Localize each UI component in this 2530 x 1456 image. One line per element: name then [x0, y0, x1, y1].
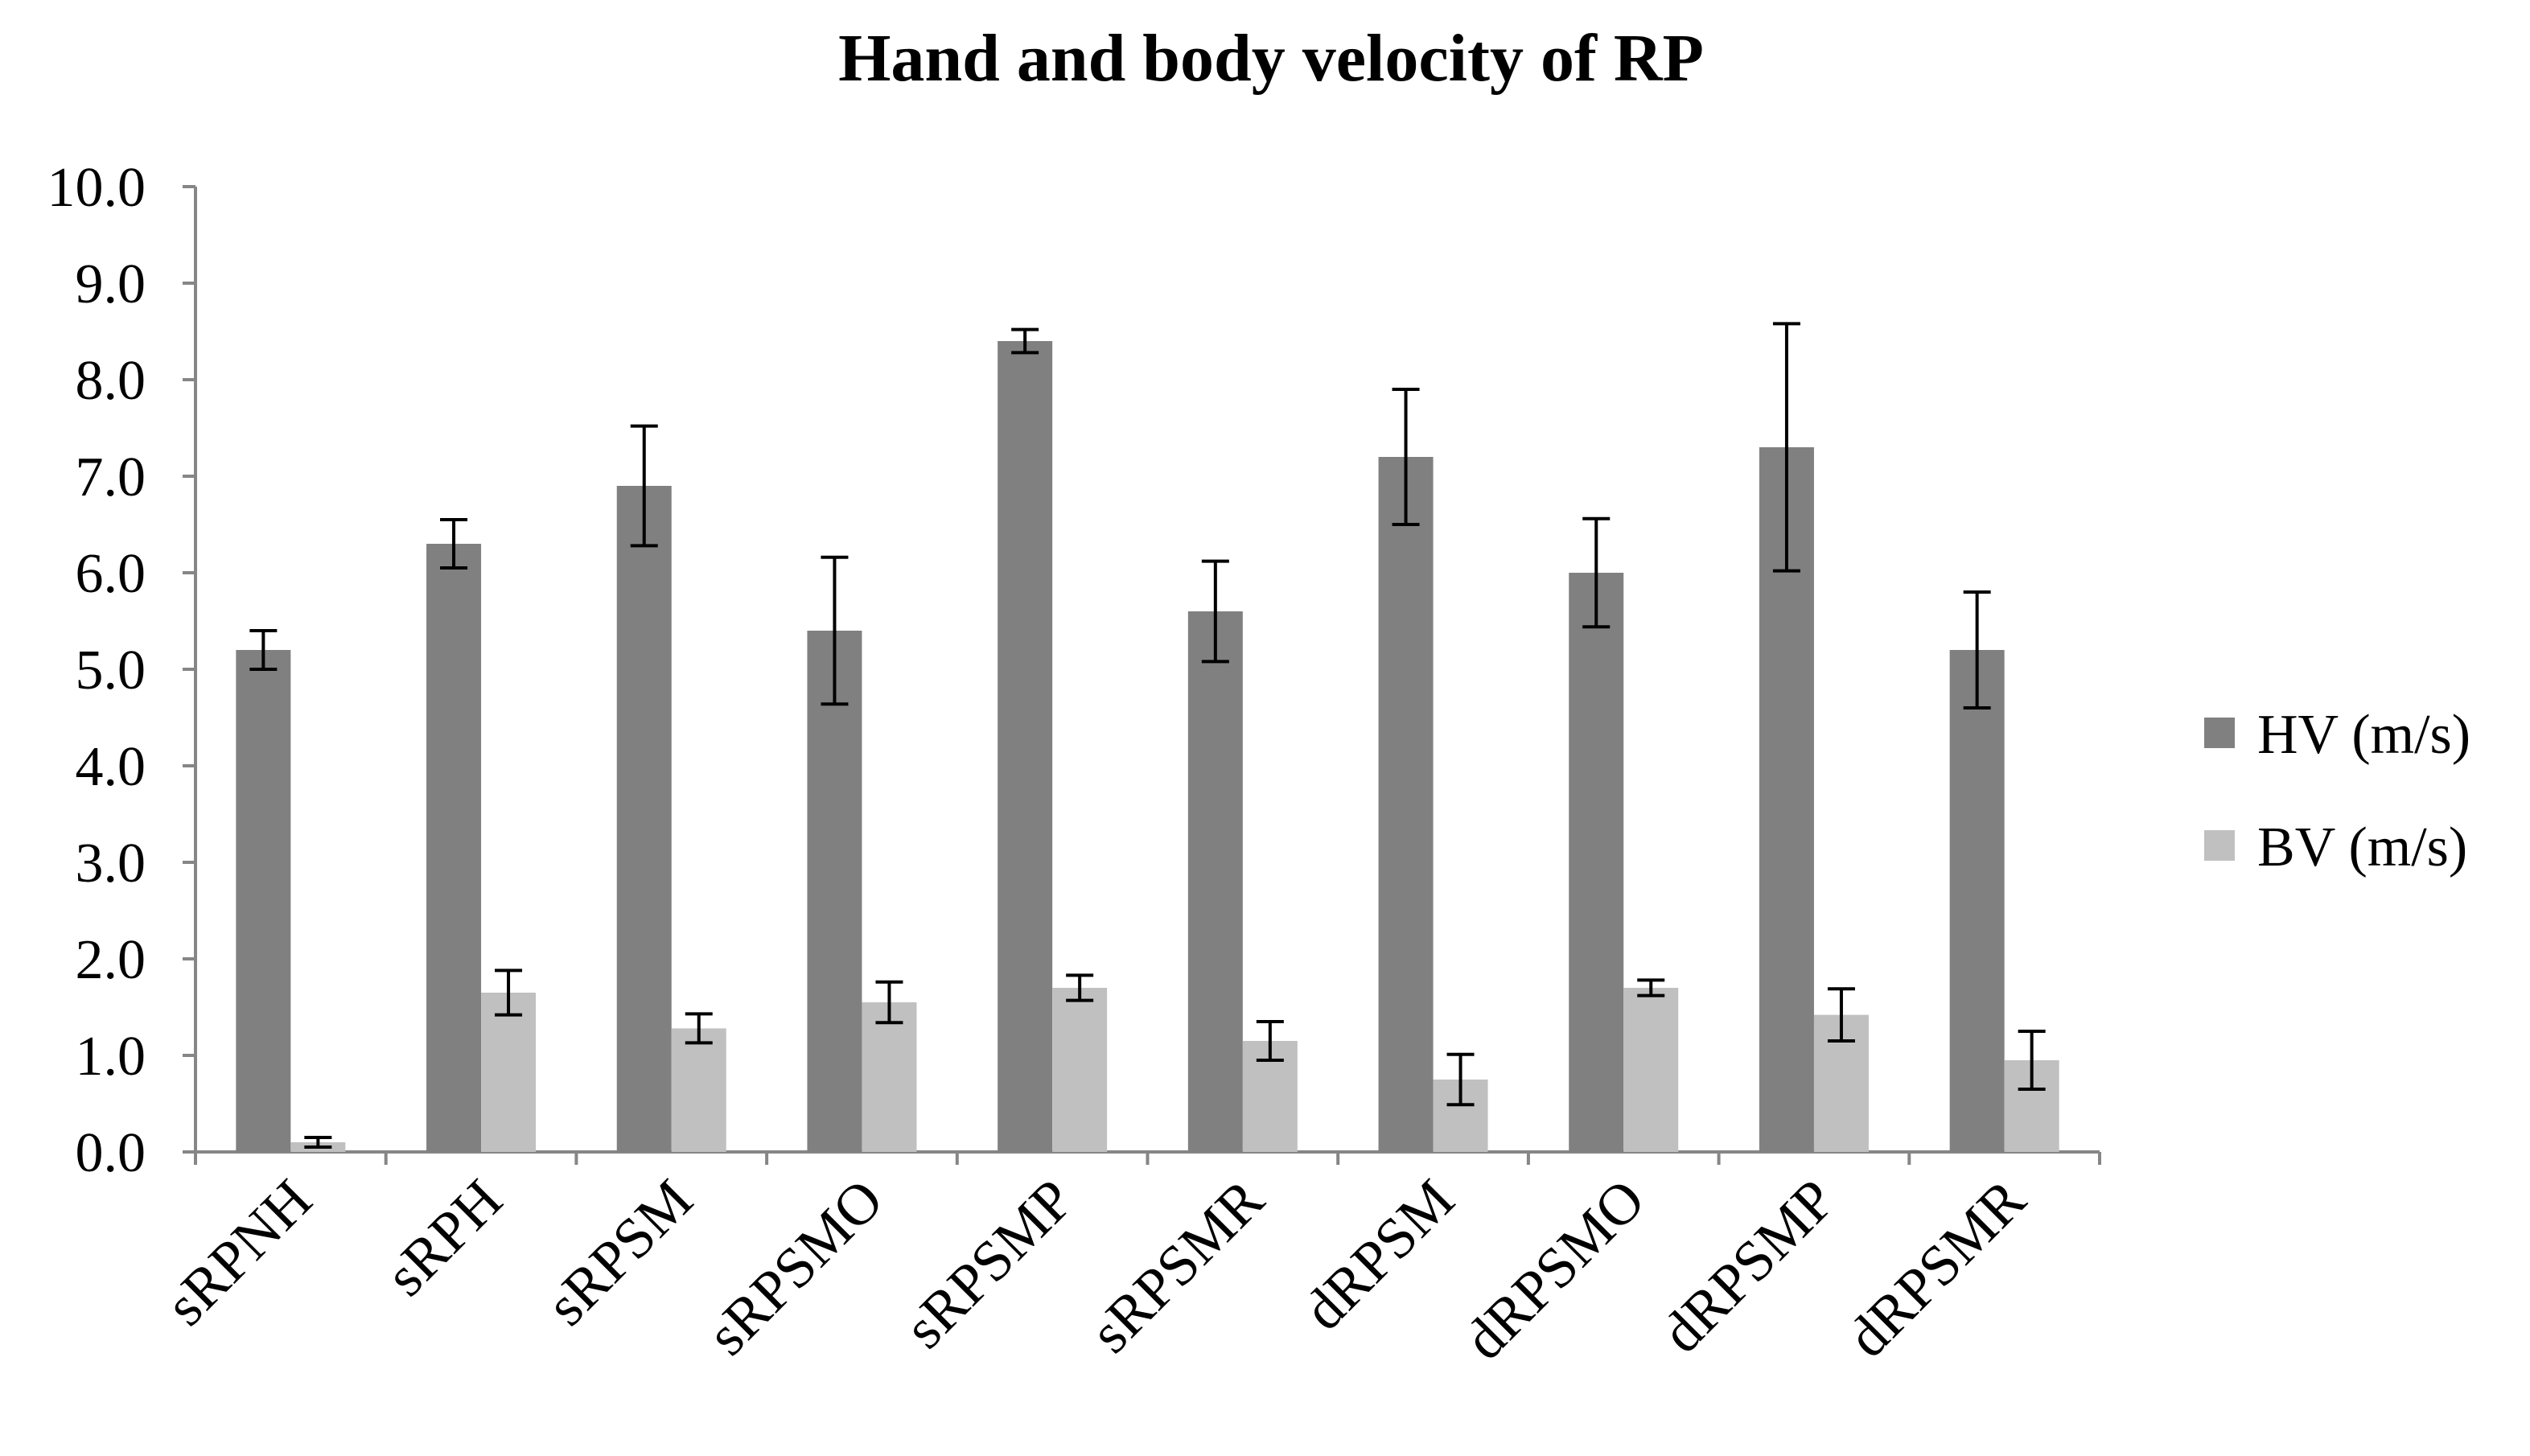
- bv-bar: [671, 1028, 726, 1152]
- x-category-label: dRPSM: [1291, 1167, 1467, 1343]
- hv-bar: [1187, 611, 1243, 1152]
- x-category-label: sRPSMP: [892, 1167, 1086, 1361]
- x-category-label: dRPSMP: [1649, 1167, 1847, 1365]
- hv-bar: [1949, 650, 2005, 1152]
- x-category-label: sRPH: [373, 1167, 514, 1308]
- x-category-label: sRPSM: [534, 1167, 705, 1338]
- bv-error-bar: [1637, 978, 1665, 997]
- y-tick-label: 8.0: [76, 350, 146, 412]
- y-tick-label: 1.0: [76, 1026, 146, 1088]
- bv-bar: [1052, 988, 1108, 1152]
- hv-error-bar: [1392, 388, 1420, 526]
- y-tick-label: 6.0: [76, 543, 146, 605]
- bv-error-bar: [1827, 987, 1855, 1043]
- hv-bar: [236, 650, 291, 1152]
- bv-error-bar: [304, 1136, 332, 1149]
- bv-error-bar: [1446, 1052, 1475, 1107]
- hv-error-bar: [1582, 516, 1611, 629]
- y-axis: 0.0 1.0 2.0 3.0 4.0 5.0 6.0 7.0 8.0 9.0 10.0: [47, 157, 197, 1184]
- hv-bar: [807, 631, 862, 1152]
- hv-bar: [998, 341, 1053, 1152]
- legend: HV (m/s) BV (m/s): [2204, 704, 2470, 878]
- hv-bar: [1569, 573, 1624, 1152]
- hv-error-bar: [1011, 327, 1039, 355]
- x-category-label: dRPSMO: [1452, 1167, 1657, 1372]
- y-tick-label: 4.0: [76, 736, 146, 798]
- bv-error-bar: [1066, 973, 1094, 1002]
- error-bars: [249, 322, 2046, 1149]
- legend-label-hv: HV (m/s): [2257, 704, 2470, 766]
- hv-error-bar: [1201, 559, 1229, 664]
- hv-bar: [616, 486, 672, 1152]
- y-tick-label: 0.0: [76, 1122, 146, 1184]
- x-category-label: sRPNH: [153, 1167, 323, 1338]
- bv-error-bar: [1256, 1020, 1284, 1062]
- y-tick-label: 5.0: [76, 640, 146, 701]
- hv-error-bar: [821, 555, 849, 706]
- hv-error-bar: [1963, 590, 1991, 709]
- bv-error-bar: [875, 980, 903, 1025]
- x-category-label: sRPSMR: [1078, 1167, 1276, 1365]
- bars: [236, 341, 2059, 1152]
- bv-bar: [862, 1002, 917, 1152]
- y-tick-label: 3.0: [76, 833, 146, 895]
- x-category-label: sRPSMO: [695, 1167, 895, 1368]
- legend-swatch-bv: [2204, 830, 2235, 861]
- hv-error-bar: [249, 629, 278, 671]
- legend-swatch-hv: [2204, 718, 2235, 748]
- bv-error-bar: [2018, 1030, 2046, 1091]
- bv-bar: [481, 993, 537, 1152]
- y-tick-label: 10.0: [47, 157, 146, 219]
- y-tick-label: 7.0: [76, 446, 146, 508]
- y-tick-label: 9.0: [76, 253, 146, 315]
- hv-error-bar: [630, 424, 658, 548]
- hv-bar: [426, 544, 482, 1152]
- x-category-label: dRPSMR: [1835, 1167, 2038, 1370]
- legend-label-bv: BV (m/s): [2257, 816, 2467, 878]
- hv-error-bar: [440, 518, 468, 570]
- bv-bar: [1623, 988, 1679, 1152]
- hv-error-bar: [1772, 322, 1800, 573]
- bv-error-bar: [685, 1012, 713, 1045]
- chart-title: Hand and body velocity of RP: [838, 21, 1704, 96]
- y-tick-label: 2.0: [76, 929, 146, 991]
- hv-bar: [1378, 457, 1434, 1152]
- bv-error-bar: [495, 969, 523, 1017]
